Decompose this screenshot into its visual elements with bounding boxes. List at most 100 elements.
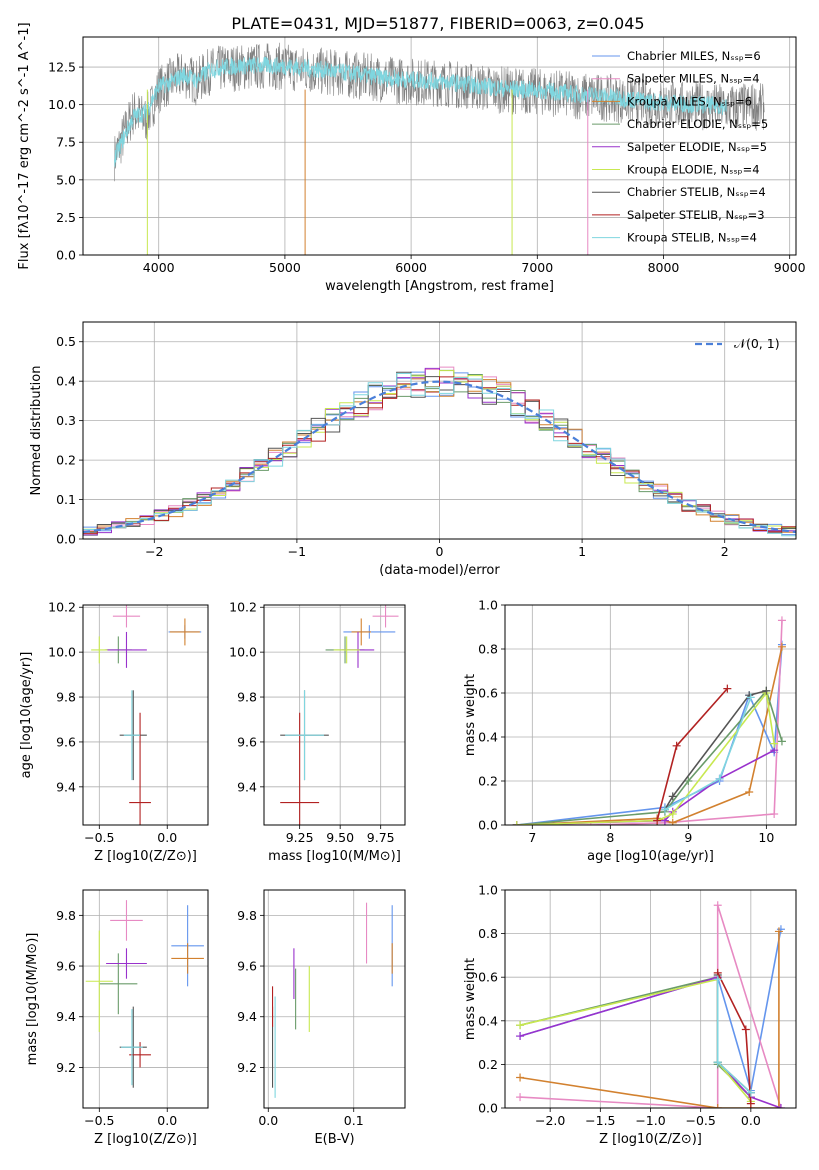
series-line: [516, 689, 783, 825]
y-tick-label: 0.0: [478, 818, 498, 833]
y-tick-label: 0.4: [478, 730, 498, 745]
y-tick-label: 9.6: [56, 734, 76, 749]
charts-layer: 4000 5000 6000 7000 8000 90000.02.55.07.510.0…: [17, 22, 806, 1147]
x-tick-label: −1.5: [585, 1113, 615, 1128]
data-point: [770, 739, 779, 748]
axes-frame: [504, 889, 797, 1109]
data-point: [770, 810, 779, 818]
axes-frame: [263, 604, 406, 826]
y-tick-label: 10.0: [48, 645, 76, 660]
x-axis-label: Z [log10(Z/Z⊙)]: [599, 1132, 702, 1147]
plot-area: [85, 900, 204, 1088]
y-tick-label: 0.3: [56, 413, 76, 428]
x-tick-label: −2.0: [535, 1113, 565, 1128]
x-tick-label: 2: [721, 544, 729, 559]
x-tick-label: 6000: [395, 260, 427, 275]
x-axis-label: Z [log10(Z/Z⊙)]: [94, 1132, 197, 1147]
plot-area: [91, 605, 202, 825]
data-point: [516, 1073, 525, 1082]
y-tick-label: 9.6: [237, 959, 257, 974]
x-tick-label: 0.0: [258, 1113, 278, 1128]
chart-age-vs-Z: −0.5 0.0 9.4 9.6 9.8 10.0 10.2 Z [log10(Z/Z⊙)] a…: [19, 600, 209, 864]
y-tick-label: 9.8: [56, 690, 76, 705]
axes-frame: [504, 604, 797, 826]
y-axis-label: Flux [fλ10^-17 erg cm^-2 s^-1 A^-1]: [17, 22, 32, 269]
axes-frame: [82, 889, 209, 1109]
data-point: [684, 777, 693, 785]
data-point: [512, 821, 521, 825]
y-tick-label: 5.0: [56, 172, 76, 187]
data-point: [715, 774, 724, 783]
legend-label: Chabrier MILES, Nₛₛₚ=6: [627, 49, 761, 63]
legend-label: Salpeter MILES, Nₛₛₚ=4: [627, 72, 760, 86]
data-point: [762, 686, 771, 695]
data-point: [713, 901, 722, 910]
y-tick-label: 7.5: [56, 135, 76, 150]
histogram-8: [83, 373, 796, 537]
x-tick-label: 0: [436, 544, 444, 559]
data-point: [723, 684, 732, 693]
data-point: [672, 741, 681, 750]
data-point: [668, 792, 677, 801]
data-point: [741, 1025, 750, 1034]
y-tick-label: 10.0: [229, 645, 257, 660]
axes-frame: [82, 36, 797, 256]
y-tick-label: 0.2: [478, 774, 498, 789]
spectrum-data-line: [114, 42, 765, 182]
y-tick-label: 9.4: [237, 1009, 257, 1024]
y-tick-label: 0.6: [478, 686, 498, 701]
y-tick-label: 0.1: [56, 492, 76, 507]
y-tick-label: 9.8: [237, 690, 257, 705]
x-tick-label: 8000: [648, 260, 680, 275]
y-tick-label: 10.0: [48, 97, 76, 112]
chart-mass-vs-ebv: 0.0 0.1 9.2 9.4 9.6 9.8 E(B-V): [237, 889, 406, 1147]
chart-spectrum: 4000 5000 6000 7000 8000 9000 0.0 2.5 5.0 7.5 10.0…: [17, 22, 806, 294]
x-axis-label: age [log10(age/yr)]: [587, 849, 714, 864]
chart-mass-weight-vs-age: 7 8 9 10 0.0 0.2 0.4 0.6 0.8 1.0 age [log10(age/yr…: [463, 598, 797, 864]
y-tick-label: 0.2: [478, 1057, 498, 1072]
y-tick-label: 1.0: [478, 883, 498, 898]
x-tick-label: 0.1: [344, 1113, 364, 1128]
x-axis-label: wavelength [Angstrom, rest frame]: [325, 279, 554, 294]
series-line: [664, 690, 767, 811]
y-axis-label: age [log10(age/yr)]: [19, 652, 34, 779]
y-tick-label: 0.0: [56, 532, 76, 547]
data-point: [668, 818, 677, 825]
legend-label: Kroupa STELIB, Nₛₛₚ=4: [627, 231, 757, 245]
y-axis-label: mass [log10(M/M⊙)]: [25, 933, 40, 1066]
y-tick-label: 9.2: [56, 1060, 76, 1075]
y-tick-label: 2.5: [56, 210, 76, 225]
y-tick-label: 9.8: [237, 908, 257, 923]
legend-label: Salpeter ELODIE, Nₛₛₚ=5: [627, 140, 767, 154]
axes-frame: [82, 321, 797, 540]
normal-curve: [83, 380, 796, 534]
x-axis-label: mass [log10(M/M⊙)]: [268, 849, 401, 864]
x-axis-label: E(B-V): [314, 1132, 354, 1147]
series-line: [519, 931, 780, 1108]
chart-mass-weight-vs-Z: −2.0 −1.5 −1.0 −0.5 0.0 0.0 0.2 0.4 0.6 0.8 1.0 Z […: [463, 883, 797, 1147]
y-tick-label: 0.2: [56, 453, 76, 468]
x-tick-label: 7: [528, 830, 536, 845]
x-tick-label: −0.5: [84, 1113, 114, 1128]
x-tick-label: 9000: [774, 260, 806, 275]
y-axis-label: Normed distribution: [29, 366, 44, 496]
x-tick-label: 9.25: [286, 830, 314, 845]
x-tick-label: 9.75: [367, 830, 395, 845]
x-axis-label: Z [log10(Z/Z⊙)]: [94, 849, 197, 864]
x-tick-label: 0.0: [157, 1113, 177, 1128]
axes-frame: [82, 604, 209, 826]
legend-label: Chabrier ELODIE, Nₛₛₚ=5: [627, 117, 768, 131]
legend-label: Kroupa MILES, Nₛₛₚ=6: [627, 94, 752, 108]
y-tick-label: 10.2: [229, 600, 257, 615]
x-tick-label: 10: [758, 830, 774, 845]
data-point: [745, 788, 754, 796]
axes-frame: [263, 889, 406, 1109]
x-tick-label: −2: [145, 544, 163, 559]
spectrum-model-line: [114, 56, 727, 167]
y-tick-label: 0.6: [478, 970, 498, 985]
plot-area: [280, 605, 399, 825]
x-tick-label: −1.0: [635, 1113, 665, 1128]
x-tick-label: 0.0: [741, 1113, 761, 1128]
legend-label: 𝒩(0, 1): [734, 336, 780, 351]
